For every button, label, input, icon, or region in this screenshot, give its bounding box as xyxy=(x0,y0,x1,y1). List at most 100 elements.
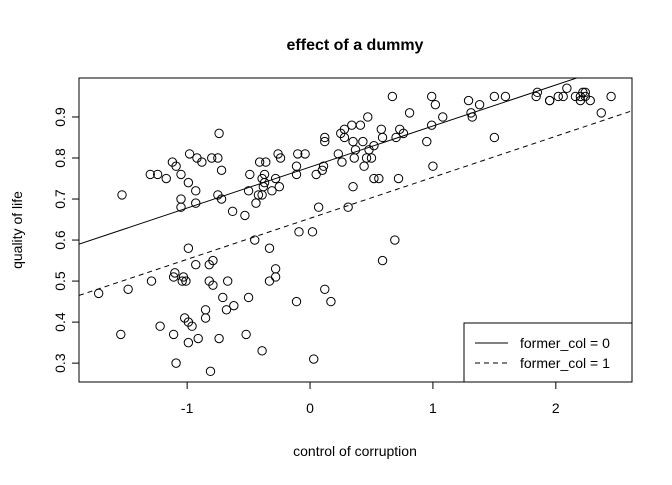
data-point xyxy=(214,333,224,344)
data-point xyxy=(152,169,163,180)
data-point xyxy=(258,182,269,192)
data-point xyxy=(176,202,186,212)
data-point xyxy=(369,173,379,184)
data-point xyxy=(205,366,216,377)
y-tick-label: 0.7 xyxy=(52,189,68,209)
data-point xyxy=(606,91,616,102)
data-point xyxy=(176,169,186,180)
data-point xyxy=(463,95,474,106)
data-point xyxy=(426,120,437,130)
data-point xyxy=(393,173,404,184)
data-point xyxy=(349,153,359,163)
data-point xyxy=(213,153,223,163)
data-point xyxy=(270,272,281,282)
data-point xyxy=(320,284,330,294)
legend-label-1: former_col = 1 xyxy=(520,355,610,371)
x-tick-label: 1 xyxy=(429,400,437,416)
data-point xyxy=(208,255,218,266)
data-point xyxy=(240,210,250,221)
data-point xyxy=(146,276,157,286)
data-point xyxy=(320,132,330,143)
x-tick-label: 0 xyxy=(306,400,314,416)
data-point xyxy=(374,173,384,184)
fit-line-0 xyxy=(79,78,579,245)
x-tick-label: -1 xyxy=(181,400,194,416)
data-point xyxy=(348,182,358,192)
data-point xyxy=(93,288,104,299)
data-point xyxy=(438,112,448,122)
x-axis: -1 0 1 2 xyxy=(181,381,560,416)
data-point xyxy=(264,276,275,286)
data-point xyxy=(254,157,265,167)
data-point xyxy=(361,153,372,163)
data-point xyxy=(391,132,401,143)
data-point xyxy=(428,161,438,171)
data-point xyxy=(270,173,281,184)
data-point xyxy=(117,190,127,200)
data-point xyxy=(145,169,155,180)
data-point xyxy=(358,136,368,147)
data-point xyxy=(339,124,350,134)
y-tick-label: 0.4 xyxy=(52,312,68,332)
data-points xyxy=(93,83,616,377)
data-point xyxy=(197,157,207,167)
data-point xyxy=(184,149,195,159)
data-point xyxy=(183,177,194,188)
data-point xyxy=(193,333,203,344)
data-point xyxy=(366,153,377,163)
y-axis: 0.3 0.4 0.5 0.6 0.7 0.8 0.9 xyxy=(52,107,80,373)
data-point xyxy=(489,91,500,102)
data-point xyxy=(369,140,379,151)
data-point xyxy=(168,329,179,340)
data-point xyxy=(300,149,310,159)
data-point xyxy=(294,227,304,237)
data-point xyxy=(398,128,409,139)
data-point xyxy=(216,194,227,204)
data-point xyxy=(216,165,227,176)
data-point xyxy=(168,272,179,282)
data-point xyxy=(337,157,347,167)
data-point xyxy=(171,161,181,171)
data-point xyxy=(183,243,194,253)
data-point xyxy=(532,87,543,98)
data-point xyxy=(467,112,477,122)
data-point xyxy=(267,186,277,196)
data-point xyxy=(183,337,194,348)
data-point xyxy=(466,108,476,118)
data-point xyxy=(326,296,336,307)
fit-line-1 xyxy=(79,110,632,296)
data-point xyxy=(257,190,267,200)
data-point xyxy=(376,124,387,134)
data-point xyxy=(200,305,211,315)
data-point xyxy=(191,198,201,208)
data-point xyxy=(585,95,595,106)
y-tick-label: 0.3 xyxy=(52,353,68,373)
data-point xyxy=(426,91,437,102)
data-point xyxy=(359,161,369,171)
data-point xyxy=(187,321,197,331)
data-point xyxy=(291,161,302,171)
y-tick-label: 0.9 xyxy=(52,107,68,127)
data-point xyxy=(250,235,260,245)
data-point xyxy=(253,190,264,200)
data-point xyxy=(531,91,541,102)
data-point xyxy=(343,202,353,212)
data-point xyxy=(161,173,171,184)
data-point xyxy=(309,354,319,364)
y-axis-label: quality of life xyxy=(9,191,25,269)
data-point xyxy=(293,149,303,159)
data-point xyxy=(558,91,568,102)
data-point xyxy=(348,136,358,147)
x-tick-label: 2 xyxy=(552,400,560,416)
data-point xyxy=(170,268,180,278)
data-point xyxy=(270,264,281,274)
data-point xyxy=(596,108,606,118)
y-tick-label: 0.5 xyxy=(52,271,68,291)
chart-title: effect of a dummy xyxy=(287,37,424,54)
data-point xyxy=(241,329,251,340)
data-point xyxy=(404,108,415,118)
data-point xyxy=(320,136,330,147)
data-point xyxy=(245,169,255,180)
data-point xyxy=(181,276,191,286)
data-point xyxy=(422,136,432,147)
